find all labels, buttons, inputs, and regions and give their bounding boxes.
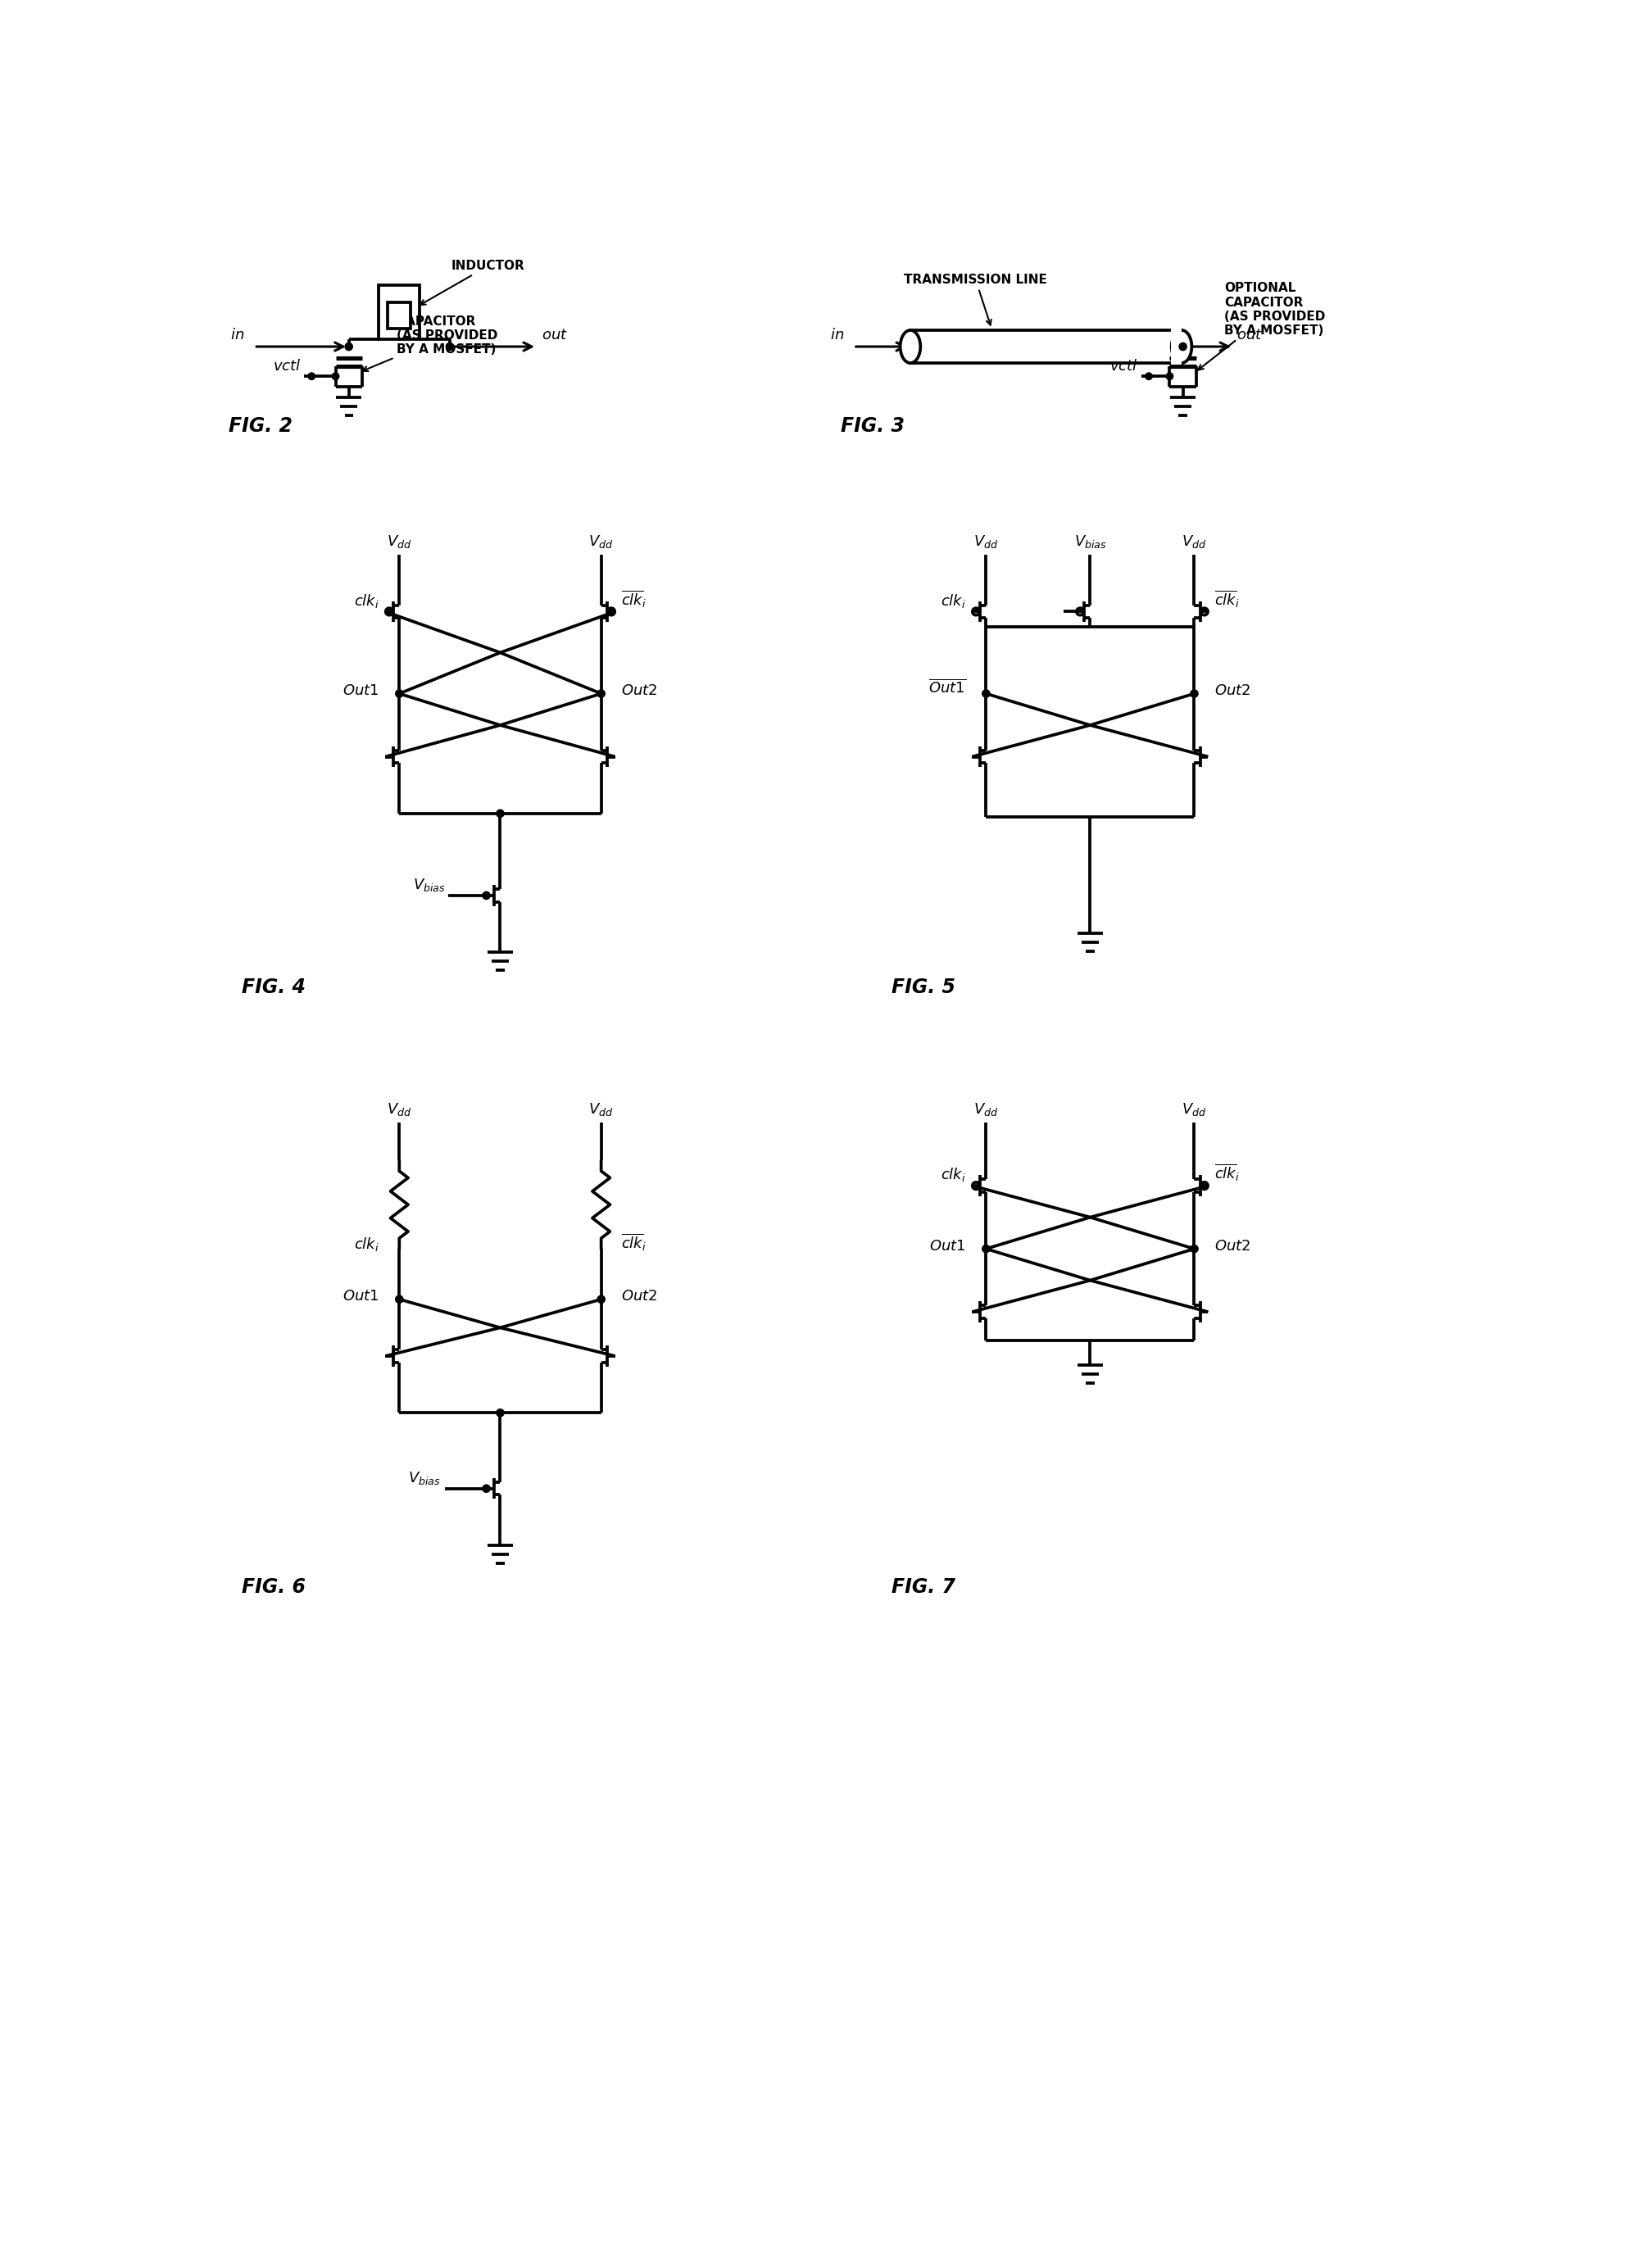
Text: FIG. 4: FIG. 4 — [242, 978, 305, 998]
FancyBboxPatch shape — [911, 331, 1181, 363]
Text: $\overline{clk}_i$: $\overline{clk}_i$ — [1214, 1163, 1240, 1184]
Text: $V_{dd}$: $V_{dd}$ — [588, 533, 614, 549]
Text: FIG. 2: FIG. 2 — [229, 415, 293, 435]
Circle shape — [308, 372, 315, 379]
Text: $V_{bias}$: $V_{bias}$ — [1074, 533, 1107, 549]
Text: $V_{dd}$: $V_{dd}$ — [387, 1102, 412, 1118]
Text: TRANSMISSION LINE: TRANSMISSION LINE — [904, 274, 1047, 324]
Text: $\overline{clk}_i$: $\overline{clk}_i$ — [621, 587, 647, 610]
Circle shape — [496, 810, 504, 816]
Text: $V_{bias}$: $V_{bias}$ — [408, 1470, 441, 1486]
Circle shape — [598, 1295, 604, 1304]
Circle shape — [446, 342, 453, 349]
Text: $V_{dd}$: $V_{dd}$ — [1183, 1102, 1207, 1118]
Text: $Out1$: $Out1$ — [929, 1238, 965, 1254]
Text: FIG. 6: FIG. 6 — [242, 1576, 305, 1597]
Circle shape — [982, 1245, 990, 1252]
Text: $clk_i$: $clk_i$ — [940, 1166, 965, 1184]
Text: $V_{dd}$: $V_{dd}$ — [1183, 533, 1207, 549]
Text: $clk_i$: $clk_i$ — [354, 1236, 379, 1252]
Circle shape — [1145, 372, 1153, 379]
Text: $\overline{clk}_i$: $\overline{clk}_i$ — [621, 1232, 647, 1252]
Text: FIG. 5: FIG. 5 — [891, 978, 955, 998]
Text: $Out1$: $Out1$ — [343, 683, 379, 699]
Circle shape — [333, 372, 339, 379]
Text: $\overline{clk}_i$: $\overline{clk}_i$ — [1214, 587, 1240, 610]
Text: $Out2$: $Out2$ — [621, 1288, 657, 1304]
Text: $V_{bias}$: $V_{bias}$ — [413, 878, 445, 894]
Circle shape — [1166, 372, 1173, 379]
Circle shape — [395, 1295, 404, 1304]
Text: $V_{dd}$: $V_{dd}$ — [387, 533, 412, 549]
Text: $in$: $in$ — [830, 327, 843, 342]
Text: $V_{dd}$: $V_{dd}$ — [588, 1102, 614, 1118]
Text: $out$: $out$ — [1237, 327, 1263, 342]
Text: CAPACITOR
(AS PROVIDED
BY A MOSFET): CAPACITOR (AS PROVIDED BY A MOSFET) — [362, 315, 497, 372]
Circle shape — [1179, 342, 1187, 349]
Circle shape — [344, 342, 352, 349]
Circle shape — [982, 689, 990, 696]
Circle shape — [1191, 689, 1197, 696]
Text: $in$: $in$ — [231, 327, 245, 342]
Text: $clk_i$: $clk_i$ — [354, 592, 379, 610]
Circle shape — [395, 689, 404, 696]
Bar — [1171, 329, 1181, 365]
Circle shape — [598, 689, 604, 696]
Text: $Out2$: $Out2$ — [1214, 1238, 1250, 1254]
Circle shape — [496, 1408, 504, 1418]
Text: $Out1$: $Out1$ — [343, 1288, 379, 1304]
Text: $Out2$: $Out2$ — [1214, 683, 1250, 699]
Circle shape — [483, 891, 491, 900]
Text: $vctl$: $vctl$ — [1110, 358, 1138, 374]
Text: $Out2$: $Out2$ — [621, 683, 657, 699]
Text: $vctl$: $vctl$ — [272, 358, 301, 374]
Ellipse shape — [901, 331, 921, 363]
Text: $\overline{Out1}$: $\overline{Out1}$ — [929, 678, 965, 696]
Text: FIG. 3: FIG. 3 — [842, 415, 904, 435]
Text: $V_{dd}$: $V_{dd}$ — [973, 1102, 998, 1118]
Text: INDUCTOR: INDUCTOR — [420, 261, 525, 304]
Text: OPTIONAL
CAPACITOR
(AS PROVIDED
BY A MOSFET): OPTIONAL CAPACITOR (AS PROVIDED BY A MOS… — [1197, 281, 1326, 370]
Ellipse shape — [1171, 331, 1192, 363]
Circle shape — [483, 1486, 491, 1492]
Text: $out$: $out$ — [542, 327, 568, 342]
Text: $V_{dd}$: $V_{dd}$ — [973, 533, 998, 549]
Text: $clk_i$: $clk_i$ — [940, 592, 965, 610]
FancyBboxPatch shape — [387, 302, 410, 329]
Circle shape — [1191, 1245, 1197, 1252]
Text: FIG. 7: FIG. 7 — [891, 1576, 955, 1597]
